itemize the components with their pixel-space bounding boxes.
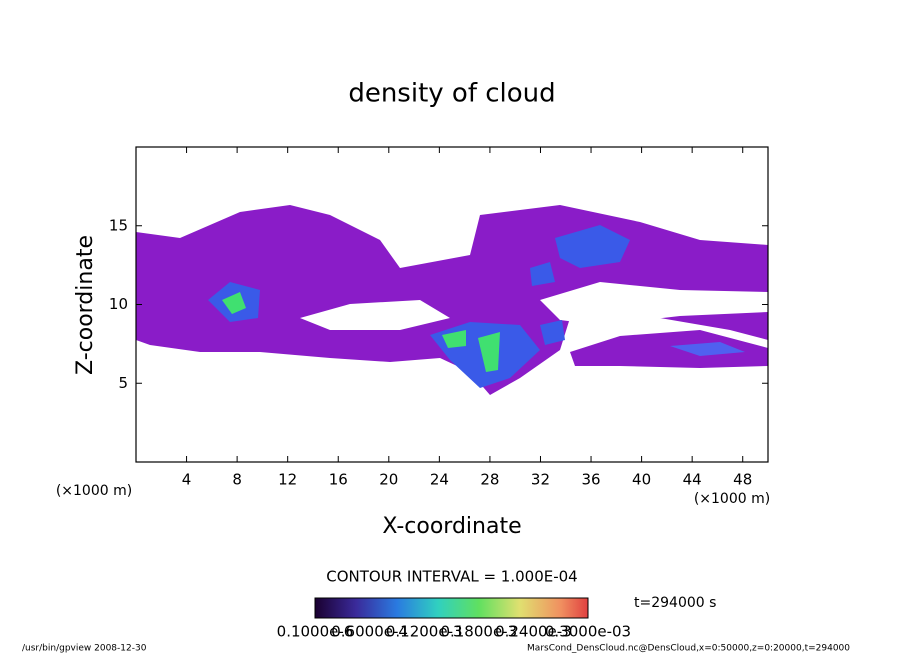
x-tick-label: 36: [581, 471, 600, 489]
x-tick-label: 20: [379, 471, 398, 489]
x-tick-label: 24: [430, 471, 449, 489]
x-tick-label: 12: [278, 471, 297, 489]
colorbar-label: 0.1200e-3: [386, 623, 463, 641]
y-axis-label: Z-coordinate: [73, 235, 98, 375]
footer-left: /usr/bin/gpview 2008-12-30: [22, 644, 147, 654]
x-tick-label: 4: [182, 471, 192, 489]
y-tick-label: 5: [118, 374, 128, 392]
time-label: t=294000 s: [634, 595, 716, 611]
x-tick-label: 16: [329, 471, 348, 489]
x-tick-label: 8: [232, 471, 242, 489]
x-axis-label: X-coordinate: [382, 514, 521, 539]
colorbar-label: 0.6000e-4: [331, 623, 408, 641]
colorbar: [314, 597, 589, 619]
y-tick-label: 15: [109, 216, 128, 234]
y-tick-label: 10: [109, 295, 128, 313]
x-tick-label: 44: [683, 471, 702, 489]
colorbar-label: 0.3000e-03: [545, 623, 631, 641]
x-tick-label: 28: [480, 471, 499, 489]
chart-title: density of cloud: [348, 79, 555, 109]
y-unit: (×1000 m): [56, 483, 132, 499]
colorbar-label: 0.1000e-6: [277, 623, 354, 641]
cloud-field: [136, 205, 768, 395]
colorbar-label: 0.2400e-3: [495, 623, 572, 641]
x-tick-label: 40: [632, 471, 651, 489]
x-tick-label: 48: [733, 471, 752, 489]
x-tick-label: 32: [531, 471, 550, 489]
x-unit: (×1000 m): [694, 491, 770, 507]
contour-interval: CONTOUR INTERVAL = 1.000E-04: [326, 568, 577, 586]
footer-right: MarsCond_DensCloud.nc@DensCloud,x=0:5000…: [527, 644, 850, 654]
colorbar-label: 0.1800e-3: [440, 623, 517, 641]
